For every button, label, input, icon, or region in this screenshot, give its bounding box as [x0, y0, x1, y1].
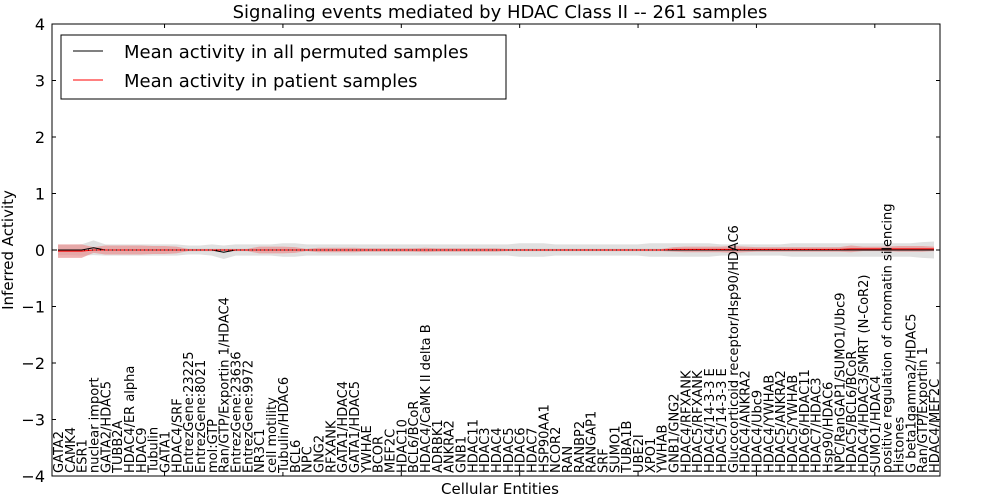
- x-tick-label: positive regulation of chromatin silenci…: [881, 203, 896, 473]
- x-tick-label: GNG2: [312, 435, 327, 473]
- y-tick-label: −4: [21, 467, 45, 486]
- x-tick-label: HDAC7/HDAC3: [810, 377, 825, 473]
- patient-std-band: [58, 244, 934, 258]
- x-tick-label: EntrezGene:8021: [194, 360, 209, 473]
- x-tick-label: ANKRA2: [443, 420, 458, 473]
- x-tick-label: HDAC4/ER alpha: [123, 366, 138, 473]
- x-tick-label: TUBA1B: [620, 421, 635, 474]
- x-tick-label: HDAC6: [514, 427, 529, 473]
- x-tick-label: EntrezGene:23225: [182, 352, 197, 473]
- x-tick-label: YWHAB: [656, 425, 671, 474]
- x-tick-label: HDAC4: [490, 427, 505, 473]
- y-tick-label: 1: [35, 185, 45, 204]
- x-tick-label: HDAC4/HDAC3/SMRT (N-CoR2): [857, 275, 872, 473]
- x-tick-label: GATA2: [52, 431, 67, 473]
- x-tick-label: NR3C1: [253, 429, 268, 473]
- x-tick-label: XPO1: [644, 438, 659, 473]
- x-tick-label: GATA2/HDAC5: [99, 381, 114, 473]
- x-tick-label: HDAC5/RFXANK: [691, 370, 706, 473]
- x-tick-label: HDAC4/YWHAB: [762, 375, 777, 473]
- x-tick-label: HDAC5/BCL6/BCoR: [845, 351, 860, 473]
- x-tick-label: HDAC6/HDAC11: [798, 369, 813, 473]
- x-tick-label: RANGAP1: [585, 411, 600, 473]
- x-tick-label: HDAC3: [478, 427, 493, 473]
- x-tick-label: GNB1: [454, 436, 469, 473]
- plot-area: [52, 240, 940, 260]
- x-tick-label: ADRBK1: [431, 419, 446, 473]
- x-tick-label: nuclear import: [88, 377, 103, 473]
- x-tick-label: SUMO1: [608, 426, 623, 474]
- legend-label-permuted: Mean activity in all permuted samples: [124, 42, 468, 63]
- x-tick-label: G beta1gamma2/HDAC5: [904, 313, 919, 473]
- legend-label-patient: Mean activity in patient samples: [124, 71, 418, 92]
- x-tick-label: HDAC7: [526, 427, 541, 473]
- x-tick-label: BCL6/BCoR: [407, 401, 422, 473]
- x-tick-label: SRF: [597, 448, 612, 473]
- chart-title: Signaling events mediated by HDAC Class …: [233, 2, 768, 23]
- legend: Mean activity in all permuted samples Me…: [60, 34, 507, 100]
- x-tick-label: GNB1/GNG2: [668, 393, 683, 473]
- y-axis-label: Inferred Activity: [0, 190, 17, 310]
- y-tick-label: −3: [21, 411, 45, 430]
- x-tick-label: HDAC4/RFXANK: [679, 370, 694, 473]
- x-tick-label: MEF2C: [383, 429, 398, 473]
- x-tick-label: HDAC4/Ubc9: [750, 390, 765, 473]
- x-tick-label: CAMK4: [64, 427, 79, 473]
- x-tick-label: GATA1/HDAC4: [336, 381, 351, 473]
- legend-box: [60, 34, 507, 100]
- x-tick-label: BCOR: [372, 436, 387, 473]
- x-tick-label: Tubulin/HDAC6: [277, 377, 292, 474]
- x-tick-label: GATA1/HDAC5: [348, 381, 363, 473]
- x-tick-label: HDAC5/YWHAB: [786, 375, 801, 473]
- x-tick-label: Hsp90/HDAC6: [821, 382, 836, 473]
- x-tick-label: Glucocorticoid receptor/Hsp90/HDAC6: [727, 225, 742, 473]
- x-tick-label: HDAC4/ANKRA2: [739, 370, 754, 473]
- x-tick-label: SUMO1/HDAC4: [869, 376, 884, 473]
- x-tick-label: NCOR2: [549, 427, 564, 473]
- x-tick-label: HDAC5: [502, 427, 517, 473]
- x-tick-label: ESR1: [76, 439, 91, 473]
- x-tick-label: BCL6: [289, 440, 304, 473]
- x-axis-label: Cellular Entities: [441, 480, 559, 498]
- x-tick-label: HDAC10: [395, 419, 410, 473]
- x-tick-label: HDAC4/14-3-3 E: [703, 368, 718, 473]
- y-tick-label: −1: [21, 298, 45, 317]
- x-tick-label: RAN: [561, 446, 576, 473]
- x-tick-label: HSP90AA1: [537, 404, 552, 473]
- x-tick-label: mol:GTP: [206, 419, 221, 473]
- x-tick-label: HDAC9: [135, 427, 150, 473]
- x-tick-label: TUBB2A: [111, 420, 126, 474]
- x-tick-label: Tubulin: [147, 427, 162, 474]
- x-tick-label: NPC: [301, 446, 316, 473]
- x-tick-label: YWHAE: [360, 425, 375, 474]
- x-tick-label: cell motility: [265, 397, 280, 473]
- x-tick-label: Ran/GTP/Exportin 1: [916, 347, 931, 473]
- x-tick-label: GATA1: [159, 431, 174, 473]
- y-tick-label: −2: [21, 354, 45, 373]
- y-tick-label: 4: [35, 15, 45, 34]
- x-tick-label: HDAC4/MEF2C: [928, 379, 943, 473]
- x-tick-label: EntrezGene:23636: [230, 352, 245, 473]
- y-tick-labels: 4 3 2 1 0 −1 −2 −3 −4: [21, 15, 45, 486]
- y-tick-label: 3: [35, 72, 45, 91]
- x-tick-label: HDAC5/14-3-3 E: [715, 368, 730, 473]
- x-tick-label: EntrezGene:9972: [241, 360, 256, 473]
- axis-ticks: [52, 23, 940, 477]
- x-tick-label: NPC/RanGAP1/SUMO1/Ubc9: [833, 293, 848, 473]
- x-tick-label: Histones: [892, 417, 907, 473]
- x-tick-label: RFXANK: [324, 420, 339, 473]
- x-tick-label: HDAC11: [466, 419, 481, 473]
- x-tick-label: RANBP2: [573, 421, 588, 473]
- y-tick-label: 0: [35, 241, 45, 260]
- x-tick-label: Ran/GTP/Exportin 1/HDAC4: [218, 297, 233, 473]
- x-tick-label: HDAC4/SRF: [170, 398, 185, 473]
- x-tick-label: HDAC5/ANKRA2: [774, 370, 789, 473]
- x-tick-label: HDAC4/CaMK II delta B: [419, 324, 434, 473]
- y-tick-label: 2: [35, 128, 45, 147]
- x-tick-label: UBE2I: [632, 434, 647, 473]
